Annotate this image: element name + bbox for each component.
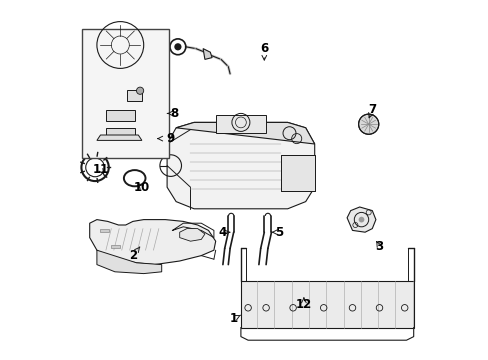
Polygon shape	[97, 135, 142, 140]
Text: 10: 10	[134, 181, 150, 194]
Polygon shape	[111, 245, 120, 248]
Text: 3: 3	[375, 240, 383, 253]
Text: 9: 9	[158, 132, 175, 145]
Polygon shape	[176, 122, 314, 144]
FancyBboxPatch shape	[82, 29, 168, 158]
Text: 11: 11	[92, 163, 108, 176]
Text: 8: 8	[167, 107, 178, 120]
Text: 7: 7	[367, 103, 376, 118]
Polygon shape	[97, 250, 162, 274]
Text: 1: 1	[229, 312, 240, 325]
Polygon shape	[215, 115, 265, 133]
Text: 6: 6	[260, 42, 268, 60]
Polygon shape	[127, 90, 142, 101]
Text: 2: 2	[128, 247, 140, 262]
Polygon shape	[106, 110, 134, 121]
Text: 5: 5	[271, 226, 282, 239]
Circle shape	[358, 217, 364, 222]
Polygon shape	[280, 155, 314, 191]
Circle shape	[136, 87, 143, 94]
Polygon shape	[179, 229, 204, 241]
Text: 4: 4	[218, 226, 229, 239]
Circle shape	[174, 43, 181, 50]
Circle shape	[358, 114, 378, 134]
Polygon shape	[89, 220, 215, 265]
Polygon shape	[241, 281, 413, 328]
Polygon shape	[106, 128, 134, 135]
Polygon shape	[101, 229, 109, 232]
Text: 12: 12	[295, 298, 311, 311]
Polygon shape	[203, 49, 212, 59]
Polygon shape	[167, 122, 314, 209]
Polygon shape	[346, 207, 375, 232]
